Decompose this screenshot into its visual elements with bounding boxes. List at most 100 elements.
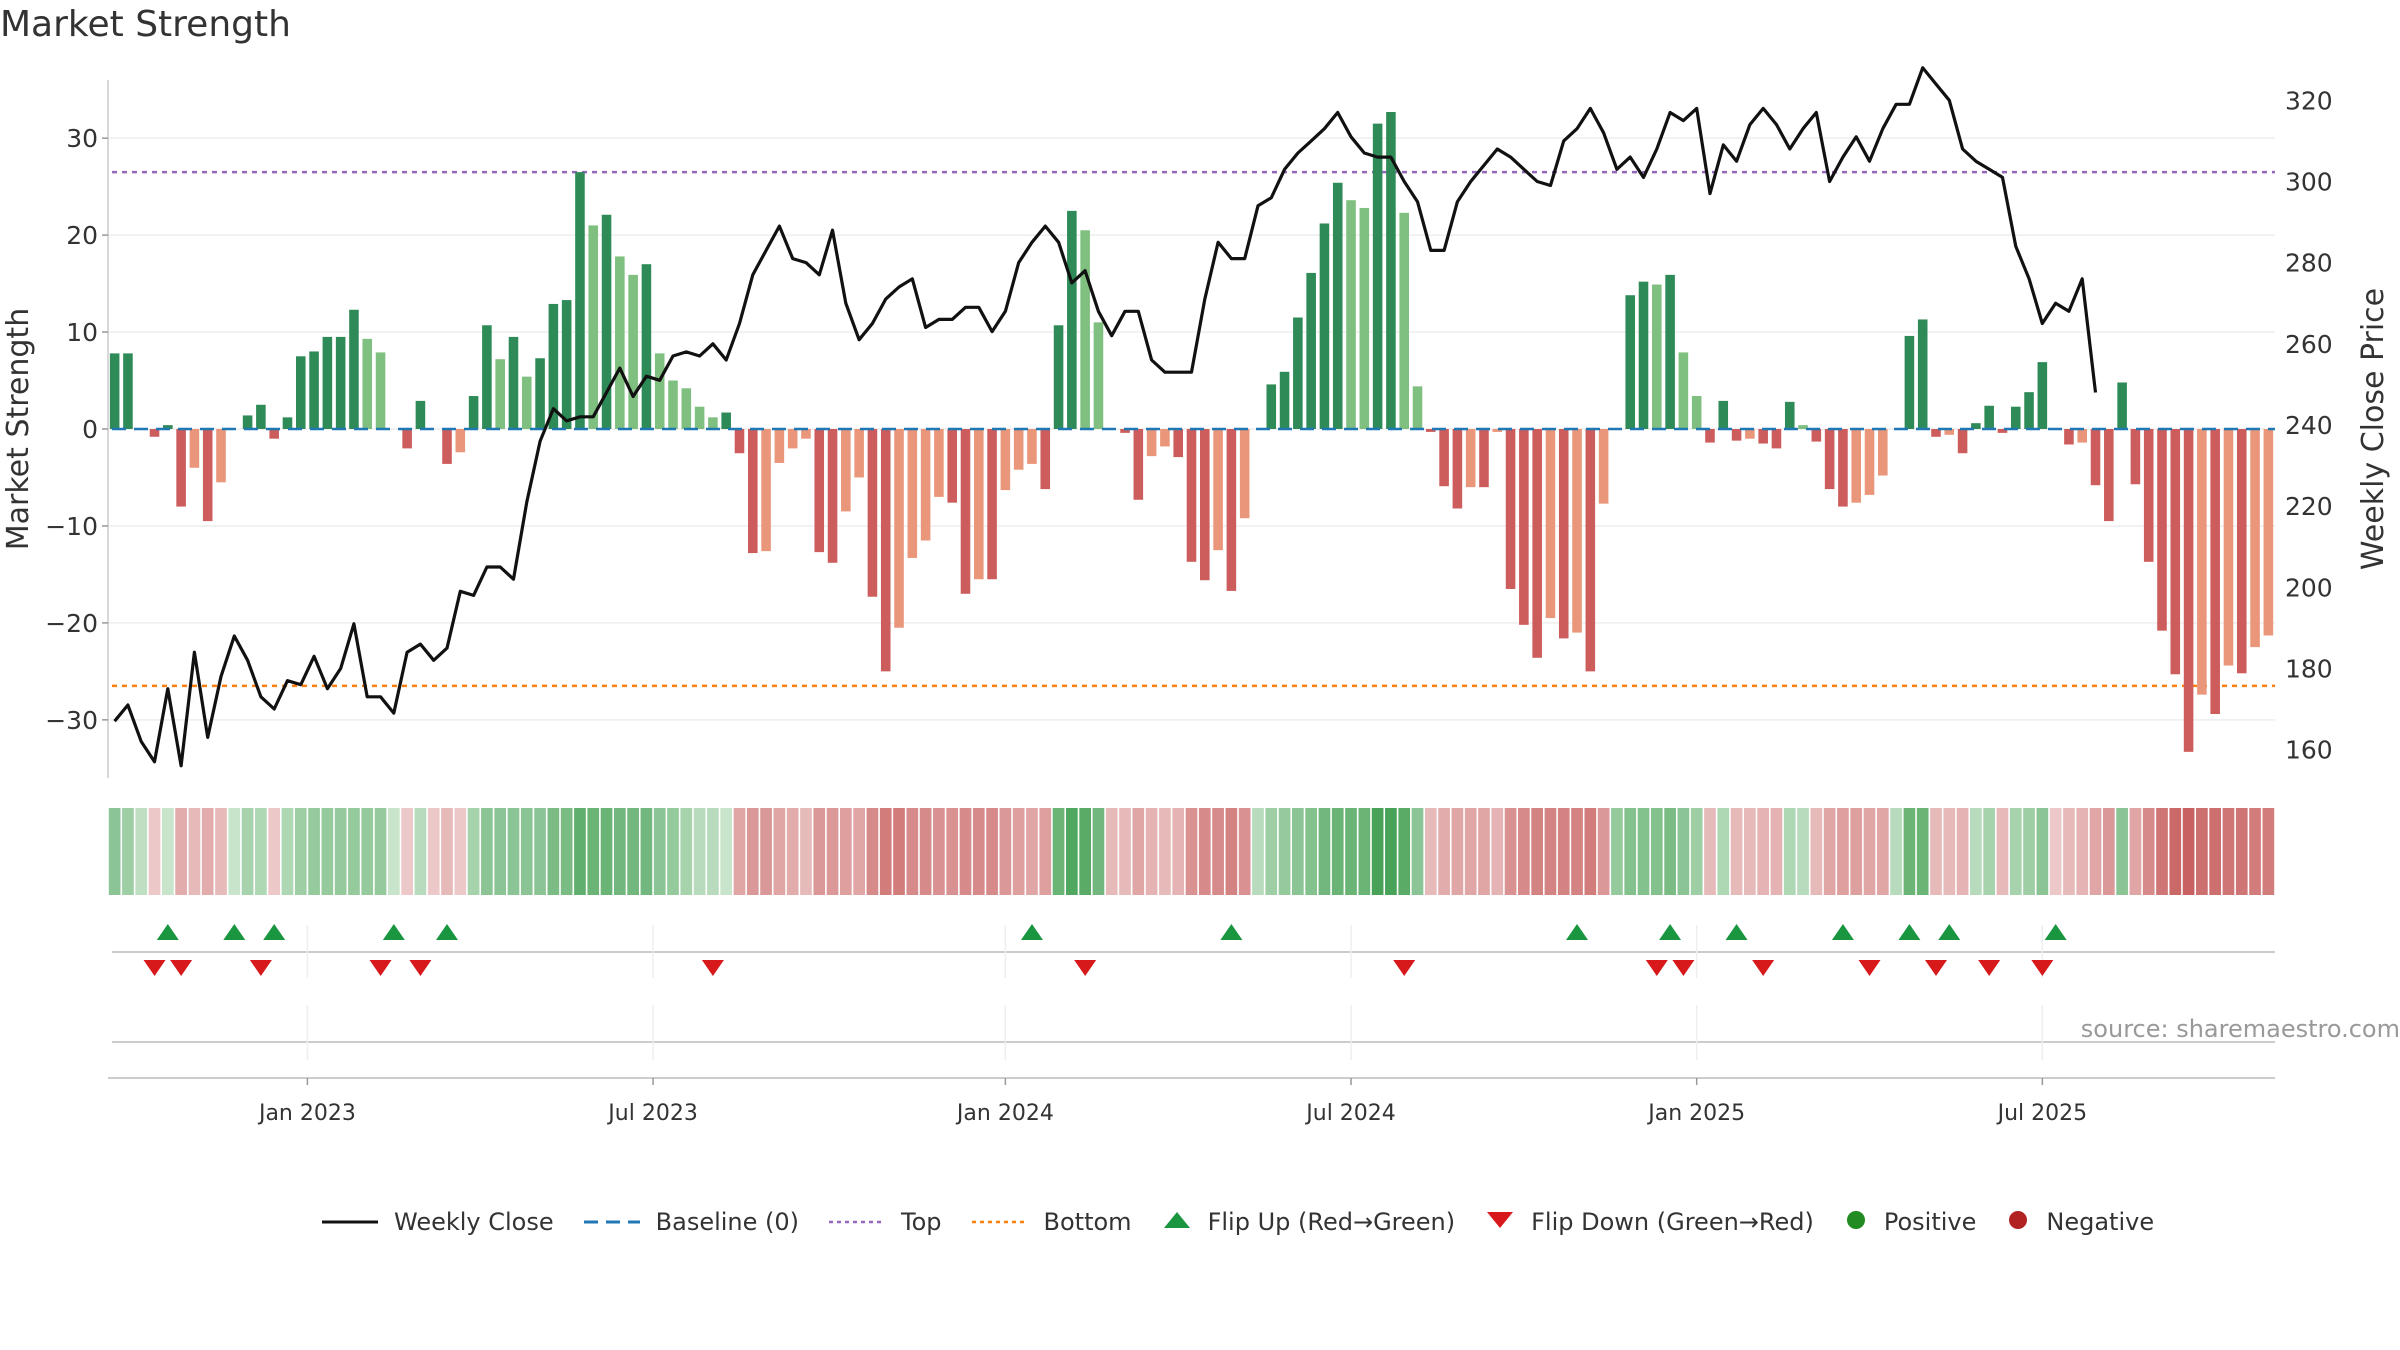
regime-cell [2063, 808, 2075, 895]
left-tick-label: 30 [66, 124, 98, 153]
strength-bars [109, 111, 2274, 752]
triangle-down-icon [1483, 1208, 1517, 1236]
regime-cell [334, 808, 347, 895]
regime-cell [1464, 808, 1477, 895]
regime-cell [2049, 808, 2062, 895]
legend-item-bottom[interactable]: Bottom [970, 1208, 1132, 1236]
regime-cell [1238, 808, 1251, 895]
flip-down-marker [1393, 960, 1416, 976]
regime-cell [1358, 808, 1371, 895]
right-tick-label: 180 [2285, 654, 2333, 683]
regime-cell [188, 808, 201, 895]
flip-up-marker [1898, 924, 1921, 940]
regime-cell [1318, 808, 1331, 895]
regime-cell [972, 808, 985, 895]
flip-up-marker [1659, 924, 1682, 940]
regime-cell [441, 808, 453, 895]
strength-bar [588, 225, 599, 429]
strength-bar [654, 353, 665, 429]
strength-bar [708, 417, 718, 429]
legend-swatch-baseline [582, 1208, 642, 1236]
flip-up-marker [1020, 924, 1043, 940]
strength-bar [442, 429, 452, 464]
strength-bar [774, 429, 785, 463]
regime-cell [2196, 808, 2208, 895]
regime-cell [1637, 808, 1650, 895]
legend-item-close[interactable]: Weekly Close [320, 1208, 554, 1236]
strength-bar [907, 429, 918, 558]
strength-bar [109, 353, 120, 429]
regime-cell [1571, 808, 1583, 895]
regime-cell [361, 808, 374, 895]
left-tick-label: 10 [66, 318, 98, 347]
regime-cell [1026, 808, 1038, 895]
legend-item-positive[interactable]: Positive [1842, 1208, 1976, 1236]
regime-cell [613, 808, 626, 895]
legend-item-flip-up[interactable]: Flip Up (Red→Green) [1160, 1208, 1455, 1236]
regime-cell [1744, 808, 1756, 895]
regime-cell [161, 808, 174, 895]
regime-cell [1956, 808, 1969, 895]
flip-down-marker [1752, 960, 1775, 976]
strength-bar [1931, 429, 1941, 437]
strength-bar [189, 429, 200, 468]
strength-bar [1638, 281, 1649, 429]
regime-cell [255, 808, 267, 895]
regime-cell [1411, 808, 1424, 895]
strength-bar [880, 429, 891, 672]
regime-cell [1996, 808, 2009, 895]
regime-cell [2129, 808, 2142, 895]
strength-bar [947, 429, 957, 503]
legend-item-flip-down[interactable]: Flip Down (Green→Red) [1483, 1208, 1814, 1236]
regime-cell [294, 808, 307, 895]
regime-cell [1132, 808, 1145, 895]
strength-bar [761, 429, 771, 552]
strength-bar [1293, 317, 1303, 429]
strength-bar [1971, 423, 1981, 429]
right-tick-label: 320 [2285, 86, 2333, 115]
right-tick-label: 160 [2285, 736, 2333, 765]
strength-bar [1213, 429, 1223, 551]
strength-bar [1492, 429, 1503, 432]
regime-cell [879, 808, 892, 895]
strength-bar [694, 406, 705, 429]
regime-cell [1664, 808, 1676, 895]
regime-cell [2102, 808, 2115, 895]
strength-bar [1319, 223, 1330, 429]
regime-cell [268, 808, 281, 895]
regime-cell [720, 808, 733, 895]
threshold-lines [112, 170, 2275, 688]
legend-item-negative[interactable]: Negative [2004, 1208, 2154, 1236]
strength-bar [1120, 429, 1130, 433]
strength-bar [1784, 401, 1795, 429]
strength-bar [1904, 335, 1915, 429]
regime-cell [1770, 808, 1783, 895]
strength-bar [1439, 429, 1449, 487]
strength-bar [402, 429, 412, 449]
regime-cell [2222, 808, 2235, 895]
legend-item-baseline[interactable]: Baseline (0) [582, 1208, 799, 1236]
flip-up-marker [1220, 924, 1243, 940]
strength-bar [2236, 429, 2247, 674]
strength-bar [216, 429, 226, 483]
regime-cell [1890, 808, 1902, 895]
regime-cell [1198, 808, 1211, 895]
strength-bar [508, 336, 519, 429]
legend-item-top[interactable]: Top [827, 1208, 942, 1236]
regime-cell [2209, 808, 2222, 895]
right-tick-label: 220 [2285, 492, 2333, 521]
weekly-close-line [113, 66, 2098, 768]
time-tick-label: Jan 2023 [257, 1101, 356, 1126]
strength-bar [1226, 429, 1237, 591]
regime-cell [1278, 808, 1291, 895]
regime-cell [1704, 808, 1716, 895]
legend-label-close: Weekly Close [394, 1208, 554, 1236]
strength-bar [801, 429, 811, 439]
strength-bar [375, 352, 386, 429]
regime-cell [1983, 808, 1996, 895]
strength-bar [149, 429, 160, 437]
regime-cell [414, 808, 427, 895]
regime-strip [108, 808, 2275, 895]
flip-down-marker [409, 960, 432, 976]
strength-bar [1878, 429, 1888, 476]
